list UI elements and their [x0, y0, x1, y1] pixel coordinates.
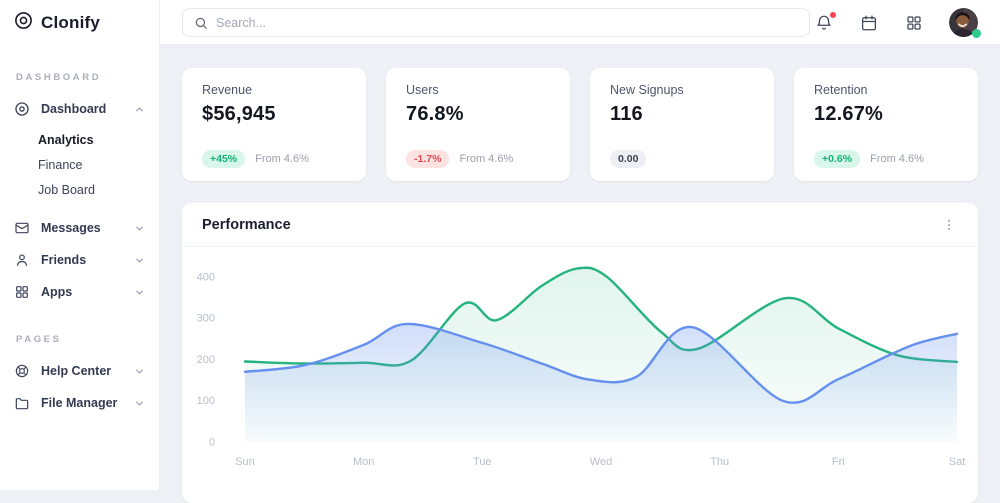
trend-badge: +0.6%	[814, 150, 861, 168]
notification-dot	[830, 11, 836, 18]
stat-card-users: Users 76.8% -1.7% From 4.6%	[386, 68, 570, 181]
app-logo[interactable]: Clonify	[0, 0, 159, 46]
trend-badge: -1.7%	[406, 150, 450, 168]
sidebar-item-messages[interactable]: Messages	[0, 212, 159, 244]
folder-icon	[15, 398, 29, 410]
chevron-down-icon	[136, 290, 143, 294]
stat-title: New Signups	[610, 83, 684, 97]
performance-panel: Performance 0 100 200 300 400 Sun Mon Tue Wed Thu…	[182, 203, 978, 503]
stat-value: $56,945	[202, 103, 276, 125]
performance-chart: 0 100 200 300 400 Sun Mon Tue Wed Thu Fri Sat	[197, 266, 966, 468]
stat-card-retention: Retention 12.67% +0.6% From 4.6%	[794, 68, 978, 181]
stat-title: Revenue	[202, 83, 253, 97]
stat-value: 116	[610, 103, 643, 125]
y-axis-tick: 100	[197, 395, 215, 407]
y-axis-tick: 400	[197, 271, 215, 283]
x-axis-label: Mon	[353, 456, 374, 468]
x-axis-label: Sun	[235, 456, 255, 468]
stat-title: Users	[406, 83, 439, 97]
user-icon	[17, 254, 27, 266]
sidebar-item-label: Dashboard	[41, 102, 107, 116]
trend-badge: 0.00	[610, 150, 647, 168]
sidebar-item-dashboard[interactable]: Dashboard	[0, 93, 159, 125]
stat-card-new-signups: New Signups 116 0.00	[590, 68, 774, 181]
y-axis-tick: 300	[197, 313, 215, 325]
x-axis-label: Tue	[473, 456, 492, 468]
mail-icon	[15, 222, 29, 234]
stat-value: 76.8%	[406, 103, 464, 125]
sidebar-item-label: Friends	[41, 253, 87, 267]
app-name: Clonify	[41, 13, 101, 32]
sidebar: Clonify DASHBOARD Dashboard Analytics Fi…	[0, 0, 160, 490]
kebab-menu-icon	[948, 219, 950, 230]
x-axis-label: Thu	[710, 456, 729, 468]
stat-note: From 4.6%	[459, 153, 514, 165]
apps-launcher-button[interactable]	[904, 13, 924, 33]
x-axis-label: Wed	[590, 456, 612, 468]
sidebar-subitem-analytics[interactable]: Analytics	[38, 132, 94, 147]
sidebar-item-label: Help Center	[41, 364, 112, 378]
sidebar-item-help-center[interactable]: Help Center	[0, 355, 159, 387]
user-avatar[interactable]	[949, 8, 981, 38]
lifebuoy-icon	[15, 364, 29, 378]
blue-series-line	[243, 322, 959, 404]
apps-grid-icon	[907, 15, 921, 30]
sidebar-item-file-manager[interactable]: File Manager	[0, 387, 159, 419]
sidebar-item-friends[interactable]: Friends	[0, 244, 159, 276]
chevron-down-icon	[136, 258, 143, 262]
chevron-down-icon	[136, 226, 143, 230]
x-axis-label: Fri	[832, 456, 845, 468]
search-icon	[195, 17, 207, 29]
panel-title: Performance	[202, 216, 291, 233]
sidebar-subitem-job-board[interactable]: Job Board	[38, 182, 95, 197]
chevron-up-icon	[136, 107, 143, 111]
sidebar-item-apps[interactable]: Apps	[0, 276, 159, 308]
notifications-button[interactable]	[814, 11, 836, 33]
stat-note: From 4.6%	[255, 153, 309, 165]
section-label-pages: PAGES	[16, 334, 62, 345]
stat-note: From 4.6%	[870, 153, 924, 165]
bell-icon	[817, 15, 831, 30]
search-box[interactable]	[182, 8, 810, 37]
top-bar	[160, 0, 1000, 45]
stat-cards-row: Revenue $56,945 +45% From 4.6% Users 76.…	[182, 68, 978, 181]
online-status-dot	[972, 29, 981, 38]
blue-series-area	[245, 323, 957, 442]
stat-title: Retention	[814, 83, 868, 97]
kebab-menu-button[interactable]	[940, 216, 958, 234]
section-label-dashboard: DASHBOARD	[16, 72, 102, 83]
clonify-logo-icon	[14, 11, 33, 35]
y-axis-tick: 200	[197, 354, 215, 366]
dashboard-sub-menu: Analytics Finance Job Board	[0, 125, 159, 208]
stat-value: 12.67%	[814, 103, 884, 125]
calendar-icon	[861, 14, 877, 30]
sidebar-item-label: Messages	[41, 221, 101, 235]
chevron-down-icon	[136, 401, 143, 405]
apps-grid-icon	[16, 286, 28, 298]
stat-card-revenue: Revenue $56,945 +45% From 4.6%	[182, 68, 366, 181]
topbar-actions	[814, 0, 981, 45]
calendar-button[interactable]	[859, 13, 879, 33]
sidebar-subitem-finance[interactable]: Finance	[38, 157, 83, 172]
sidebar-item-label: Apps	[41, 285, 73, 299]
sidebar-item-label: File Manager	[41, 396, 118, 410]
x-axis-label: Sat	[949, 456, 966, 468]
disc-icon	[15, 102, 29, 116]
y-axis-tick: 0	[209, 437, 215, 449]
chevron-down-icon	[136, 369, 143, 373]
trend-badge: +45%	[202, 150, 246, 168]
search-input[interactable]	[216, 15, 798, 30]
